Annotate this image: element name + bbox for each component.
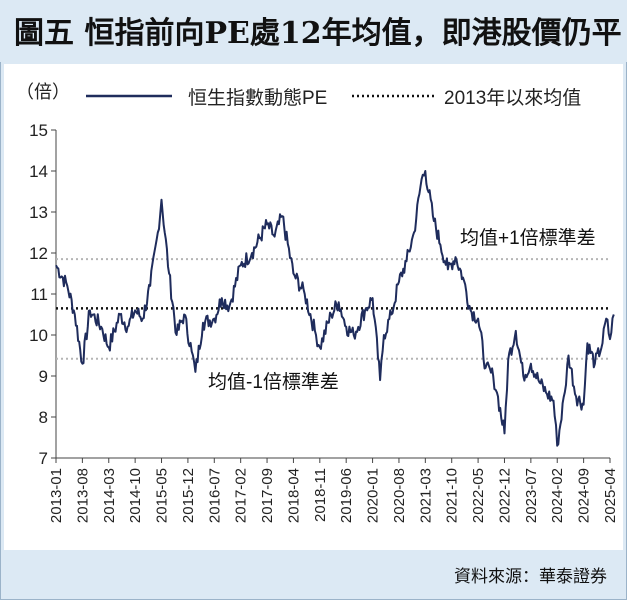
x-tick-label: 2016-07 — [206, 468, 223, 523]
y-tick-label: 7 — [39, 449, 48, 468]
x-tick-label: 2024-09 — [576, 468, 593, 523]
y-unit-label: （倍） — [16, 82, 70, 102]
x-tick-label: 2013-01 — [48, 468, 65, 523]
y-tick-label: 14 — [29, 162, 48, 181]
x-tick-label: 2015-12 — [180, 468, 197, 523]
x-tick-label: 2013-08 — [74, 468, 91, 523]
x-tick-label: 2017-09 — [259, 468, 276, 523]
x-tick-label: 2018-04 — [285, 468, 302, 523]
upper-band-annotation: 均值+1倍標準差 — [460, 227, 596, 249]
x-tick-label: 2020-01 — [365, 468, 382, 523]
lower-band-annotation: 均值-1倍標準差 — [208, 371, 339, 393]
x-tick-label: 2022-05 — [470, 468, 487, 523]
x-tick-label: 2019-06 — [338, 468, 355, 523]
x-tick-label: 2015-05 — [154, 468, 171, 523]
y-tick-label: 15 — [29, 121, 48, 140]
x-tick-label: 2014-03 — [101, 468, 118, 523]
reference-lines — [56, 258, 610, 360]
x-tick-label: 2018-11 — [312, 468, 329, 522]
x-tick-label: 2014-10 — [127, 468, 144, 523]
pe-chart: （倍） 恒生指數動態PE 2013年以來均值 15 14 13 12 11 10 9 8 7 2… — [16, 82, 619, 523]
y-tick-label: 9 — [39, 367, 48, 386]
legend-label-mean: 2013年以來均值 — [444, 87, 581, 109]
x-tick-label: 2022-12 — [496, 468, 513, 523]
legend-label-series: 恒生指數動態PE — [188, 87, 327, 109]
x-tick-label: 2024-02 — [549, 468, 566, 523]
x-tick-label: 2025-04 — [602, 468, 619, 523]
y-tick-label: 10 — [29, 326, 48, 345]
x-tick-label: 2021-10 — [444, 468, 461, 523]
x-tick-label: 2021-03 — [417, 468, 434, 523]
plot-area — [55, 170, 615, 447]
chart-panel: （倍） 恒生指數動態PE 2013年以來均值 15 14 13 12 11 10 9 8 7 2… — [4, 64, 623, 550]
series-line-pe — [55, 170, 615, 447]
legend: 恒生指數動態PE 2013年以來均值 — [86, 87, 581, 109]
x-axis: 2013-01 2013-08 2014-03 2014-10 2015-05 2015-… — [48, 457, 619, 523]
y-axis: 15 14 13 12 11 10 9 8 7 — [29, 121, 57, 468]
x-tick-label: 2017-02 — [233, 468, 250, 523]
x-tick-label: 2023-07 — [523, 468, 540, 523]
source-note: 資料來源：華泰證券 — [454, 567, 607, 587]
y-tick-label: 12 — [29, 244, 48, 263]
figure-title: 圖五 恒指前向PE處12年均值，即港股價仍平 — [14, 16, 622, 51]
y-tick-label: 8 — [39, 408, 48, 427]
y-tick-label: 11 — [30, 285, 48, 304]
x-tick-label: 2020-08 — [391, 468, 408, 523]
y-tick-label: 13 — [29, 203, 48, 222]
title-bar: 圖五 恒指前向PE處12年均值，即港股價仍平 — [0, 0, 627, 62]
